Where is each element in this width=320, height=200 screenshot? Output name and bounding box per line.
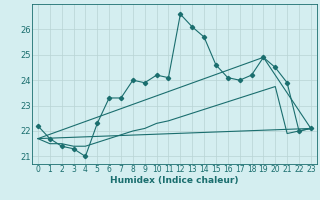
X-axis label: Humidex (Indice chaleur): Humidex (Indice chaleur) (110, 176, 239, 185)
